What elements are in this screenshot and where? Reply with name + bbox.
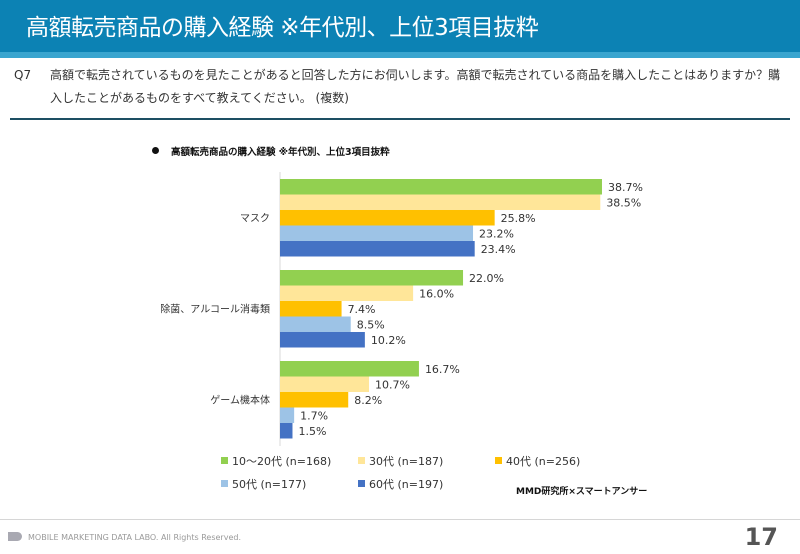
bar (280, 407, 295, 423)
page-number: 17 (744, 523, 778, 551)
data-label: 10.2% (371, 334, 406, 347)
data-label: 16.7% (425, 363, 460, 376)
legend-label: 50代 (n=177) (232, 478, 307, 491)
bar (280, 301, 342, 317)
bar (280, 179, 602, 195)
data-label: 22.0% (469, 272, 504, 285)
legend-item: 60代 (n=197) (358, 476, 443, 492)
legend-item: 50代 (n=177) (221, 476, 306, 492)
footer-divider (0, 519, 800, 520)
chart-title-row: 高額転売商品の購入経験 ※年代別、上位3項目抜粋 (152, 144, 390, 158)
category-label: 除菌、アルコール消毒類 (160, 302, 270, 315)
bar (280, 332, 365, 348)
title-accent-strip (0, 52, 800, 58)
category-label: ゲーム機本体 (210, 393, 270, 406)
legend-swatch (495, 457, 502, 464)
legend-swatch (221, 457, 228, 464)
bar (280, 210, 495, 226)
legend-swatch (358, 457, 365, 464)
legend-item: 10～20代 (n=168) (221, 453, 331, 469)
data-label: 7.4% (348, 303, 376, 316)
data-label: 25.8% (501, 212, 536, 225)
page-title: 高額転売商品の購入経験 ※年代別、上位3項目抜粋 (26, 15, 539, 41)
bar (280, 225, 474, 241)
legend-label: 60代 (n=197) (369, 478, 444, 491)
data-label: 23.2% (479, 227, 514, 240)
question-divider (10, 118, 790, 120)
question-number: Q7 (14, 68, 32, 82)
legend-item: 30代 (n=187) (358, 453, 443, 469)
copyright-text: MOBILE MARKETING DATA LABO. All Rights R… (28, 533, 241, 542)
bar (280, 270, 464, 286)
title-bar: 高額転売商品の購入経験 ※年代別、上位3項目抜粋 (0, 0, 800, 52)
data-label: 1.7% (300, 409, 328, 422)
data-label: 23.4% (481, 243, 516, 256)
data-label: 8.2% (354, 394, 382, 407)
legend-label: 10～20代 (n=168) (232, 455, 332, 468)
bullet-icon (152, 147, 159, 154)
data-label: 16.0% (419, 287, 454, 300)
bar (280, 241, 475, 257)
bar (280, 194, 601, 210)
data-label: 38.5% (606, 196, 641, 209)
legend-swatch (358, 480, 365, 487)
data-label: 1.5% (298, 425, 326, 438)
mmd-logo-icon (8, 532, 22, 541)
data-label: 8.5% (357, 318, 385, 331)
footer-copyright: MOBILE MARKETING DATA LABO. All Rights R… (8, 532, 241, 542)
source-credit: MMD研究所×スマートアンサー (516, 487, 648, 497)
bar (280, 316, 351, 332)
question-text: 高額で転売されているものを見たことがあると回答した方にお伺いします。高額で転売さ… (50, 68, 781, 105)
legend-label: 40代 (n=256) (506, 455, 581, 468)
bar (280, 285, 414, 301)
bar (280, 361, 419, 377)
chart-title: 高額転売商品の購入経験 ※年代別、上位3項目抜粋 (171, 147, 390, 158)
legend-label: 30代 (n=187) (369, 455, 444, 468)
bar (280, 423, 293, 439)
bar (280, 376, 370, 392)
data-label: 38.7% (608, 181, 643, 194)
legend-item: 40代 (n=256) (495, 453, 580, 469)
data-label: 10.7% (375, 378, 410, 391)
category-label: マスク (240, 212, 270, 224)
legend-swatch (221, 480, 228, 487)
bar (280, 392, 349, 408)
